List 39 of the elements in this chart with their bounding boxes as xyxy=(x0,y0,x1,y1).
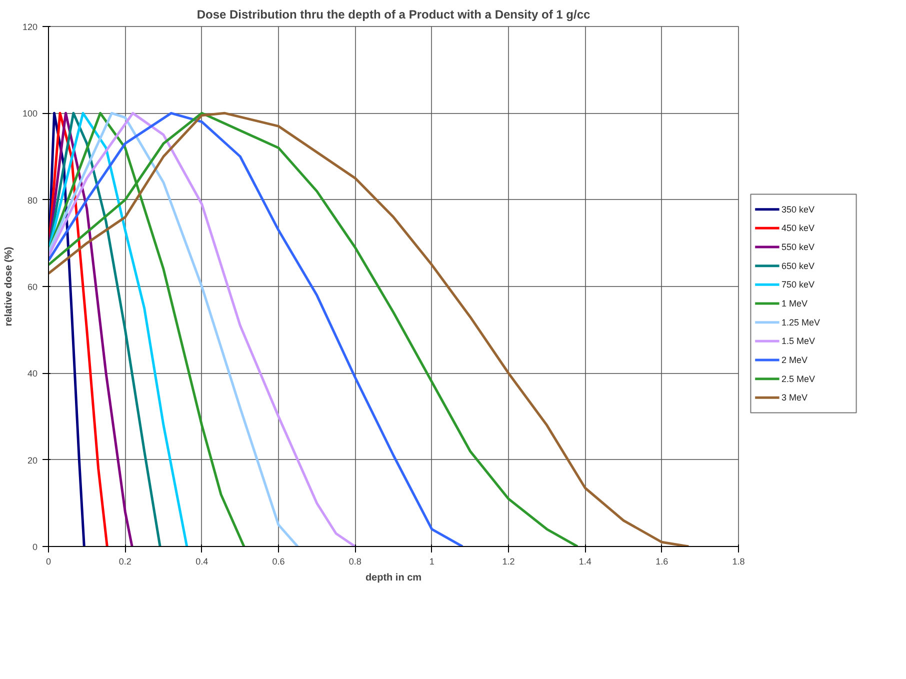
x-axis-title: depth in cm xyxy=(365,572,422,584)
line-series xyxy=(48,112,299,546)
legend-label: 1.25 MeV xyxy=(782,317,820,328)
line-series xyxy=(48,112,134,546)
y-tick-label: 60 xyxy=(27,282,38,292)
line-series xyxy=(48,112,188,546)
legend-label: 650 keV xyxy=(782,260,815,271)
legend-label: 750 keV xyxy=(782,280,815,290)
x-tick-label: 0.6 xyxy=(272,556,285,566)
y-tick-label: 120 xyxy=(22,22,38,32)
x-tick-label: 0.4 xyxy=(196,556,208,566)
y-tick-label: 80 xyxy=(27,195,38,206)
line-series xyxy=(48,112,464,546)
line-series xyxy=(48,112,356,546)
x-tick-label: 0.8 xyxy=(348,556,362,566)
legend-label: 1.5 MeV xyxy=(782,336,816,346)
legend-label: 3 MeV xyxy=(782,392,808,403)
x-tick-label: 1.6 xyxy=(656,556,668,566)
line-series xyxy=(48,112,690,546)
legend-label: 2.5 MeV xyxy=(782,374,816,384)
legend-label: 450 keV xyxy=(782,223,815,234)
y-tick-label: 100 xyxy=(22,108,38,119)
x-tick-label: 1.4 xyxy=(578,556,592,566)
x-tick-label: 1 xyxy=(429,556,434,566)
y-tick-label: 40 xyxy=(27,368,38,379)
x-tick-label: 0.2 xyxy=(118,556,132,566)
legend-label: 550 keV xyxy=(782,242,815,252)
line-series xyxy=(48,112,579,546)
x-tick-label: 0 xyxy=(46,556,52,566)
x-tick-label: 1.2 xyxy=(502,556,515,566)
line-series xyxy=(48,112,162,546)
chart-title: Dose Distribution thru the depth of a Product with a Density of 1 g/cc xyxy=(196,8,591,22)
legend-label: 350 keV xyxy=(782,204,815,214)
x-tick-label: 1.8 xyxy=(732,556,745,566)
legend-label: 1 MeV xyxy=(782,298,808,308)
y-axis-title: relative dose (%) xyxy=(3,246,14,326)
y-tick-label: 20 xyxy=(27,455,38,466)
legend-label: 2 MeV xyxy=(782,355,808,366)
y-tick-label: 0 xyxy=(32,542,38,552)
